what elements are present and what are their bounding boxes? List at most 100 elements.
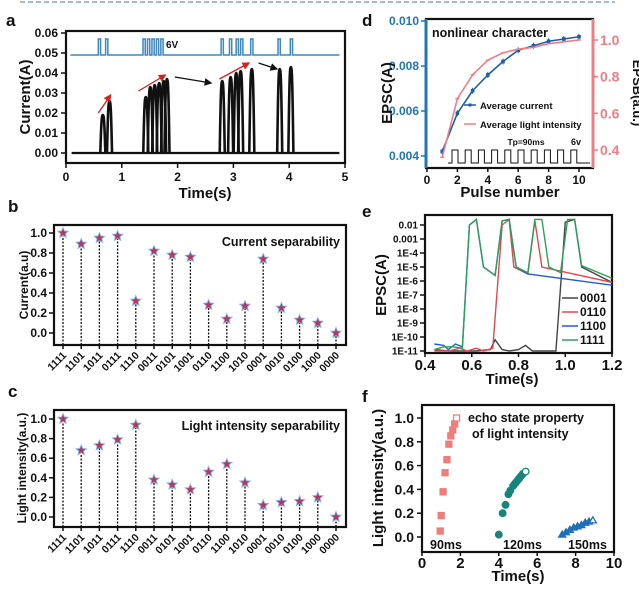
star-marker-0100	[293, 494, 306, 507]
y-tick-label-left: 0.004	[389, 149, 419, 163]
legend-label-0110: 0110	[580, 305, 606, 319]
panel-label-b: b	[8, 197, 18, 216]
y-tick-label-right: 0.8	[600, 69, 620, 85]
panel-e-ylabel: EPSC(A)	[373, 254, 390, 316]
star-marker-1101	[74, 443, 88, 456]
x-tick-label: 6	[533, 555, 541, 572]
star-marker-0001	[256, 498, 270, 511]
y-tick-label: 1.0	[395, 410, 415, 426]
x-tick-label: 4	[286, 170, 293, 184]
data-point	[516, 48, 520, 53]
x-tick-label: 8	[571, 555, 579, 572]
y-tick-label: 0.06	[35, 26, 59, 40]
marker-90ms	[441, 469, 449, 477]
x-tick-label: 3	[230, 170, 237, 184]
series-line-0001	[434, 218, 612, 352]
black-trend-arrow	[174, 76, 213, 86]
y-tick-label: 1.0	[30, 412, 47, 426]
star-marker-1010	[238, 476, 252, 489]
y-tick-label: 1E-4	[397, 249, 419, 260]
y-tick-label: 0.01	[35, 126, 59, 140]
panel-b-ylabel: Current(a.u)	[17, 251, 31, 320]
current-peak	[218, 79, 227, 154]
marker-120ms	[498, 509, 507, 518]
y-tick-label: 0.01	[399, 221, 419, 232]
y-tick-label: 0.2	[30, 490, 47, 504]
legend-label-average-current: Average current	[480, 101, 553, 112]
star-marker-0001	[256, 252, 270, 265]
legend-marker-average-current	[468, 103, 472, 107]
x-tick-label: 0	[418, 555, 426, 572]
data-point	[440, 149, 444, 154]
y-tick-label: 0.0	[30, 510, 47, 524]
star-marker-1001	[184, 482, 197, 495]
x-tick-label: 1.2	[602, 357, 623, 374]
panel-f-title-line2: of light intensity	[472, 427, 569, 441]
panel-label-d: d	[362, 11, 372, 30]
panel-d-ylabel-right: EPSB(a.u.)	[630, 60, 639, 126]
x-tick-label: 4	[495, 555, 504, 572]
x-tick-label: 0.8	[508, 357, 529, 374]
panel-d-inset-voltage: 6v	[571, 137, 581, 147]
y-tick-label: 0.03	[35, 86, 59, 100]
data-point	[501, 59, 505, 64]
panel-e-xlabel: Time(s)	[485, 371, 538, 388]
panel-f-series-label-150ms: 150ms	[568, 538, 607, 552]
panel-label-a: a	[6, 11, 16, 30]
x-tick-label: 2	[174, 170, 181, 184]
star-marker-1100	[220, 457, 234, 470]
star-marker-1101	[74, 237, 88, 250]
star-marker-1110	[129, 294, 143, 307]
panel-f-title-line1: echo state property	[468, 411, 584, 425]
y-tick-label: 1E-8	[397, 305, 419, 316]
star-marker-1111	[56, 412, 70, 425]
star-marker-0101	[165, 478, 179, 491]
panel-d-xlabel: Pulse number	[460, 184, 559, 201]
marker-120ms	[494, 530, 503, 539]
x-tick-label-0000: 0000	[317, 532, 342, 557]
y-tick-label: 0.0	[395, 529, 415, 545]
y-tick-label: 0.2	[395, 505, 415, 521]
y-tick-label: 1E-6	[397, 277, 419, 288]
x-tick-label: 10	[606, 555, 623, 572]
panel-b-title: Current separability	[222, 235, 340, 249]
y-tick-label: 0.4	[395, 481, 415, 497]
panel-f-xlabel: Time(s)	[491, 568, 544, 585]
data-point	[486, 73, 490, 77]
y-tick-label-right: 0.6	[600, 105, 620, 121]
panel-label-c: c	[8, 382, 17, 401]
star-marker-0010	[275, 301, 288, 314]
star-marker-1001	[184, 250, 197, 263]
marker-90ms	[452, 414, 461, 422]
legend-label-average-light-intensity: Average light intensity	[480, 120, 582, 131]
panel-f-ylabel: Light intensity(a.u.)	[370, 409, 387, 547]
pulse-train-line	[70, 38, 340, 56]
star-marker-1000	[311, 316, 325, 329]
panel-c-title: Light intensity separability	[182, 419, 340, 433]
panel-f-frame	[420, 403, 616, 554]
star-marker-1110	[129, 418, 143, 431]
star-marker-0000	[329, 326, 343, 339]
star-marker-1011	[93, 231, 106, 244]
x-tick-label: 0.6	[461, 357, 482, 374]
y-tick-label: 0.4	[30, 286, 47, 300]
x-tick-label: 10	[572, 173, 586, 187]
y-tick-label: 1E-9	[397, 319, 419, 330]
legend-label-1100: 1100	[580, 319, 606, 333]
star-marker-1011	[93, 438, 106, 451]
star-marker-0000	[329, 510, 343, 523]
red-trend-arrow	[138, 74, 167, 92]
black-trend-arrow	[258, 62, 279, 71]
panel-d-nonlinear-character: 0 2 4 6 8 100.0040.0060.0080.0100.40.60.81.0 …	[379, 14, 639, 201]
panel-d-ylabel-left: EPSC(A)	[379, 62, 396, 124]
x-tick-label: 0	[63, 170, 70, 184]
x-tick-label: 4	[484, 173, 491, 187]
x-tick-label: 0.4	[415, 357, 437, 374]
current-peak	[99, 113, 107, 154]
panel-d-legend: Average current Average light intensity	[464, 101, 582, 131]
y-tick-label: 0.6	[30, 451, 47, 465]
y-tick-label: 0.2	[30, 306, 47, 320]
legend-label-0001: 0001	[580, 291, 607, 305]
